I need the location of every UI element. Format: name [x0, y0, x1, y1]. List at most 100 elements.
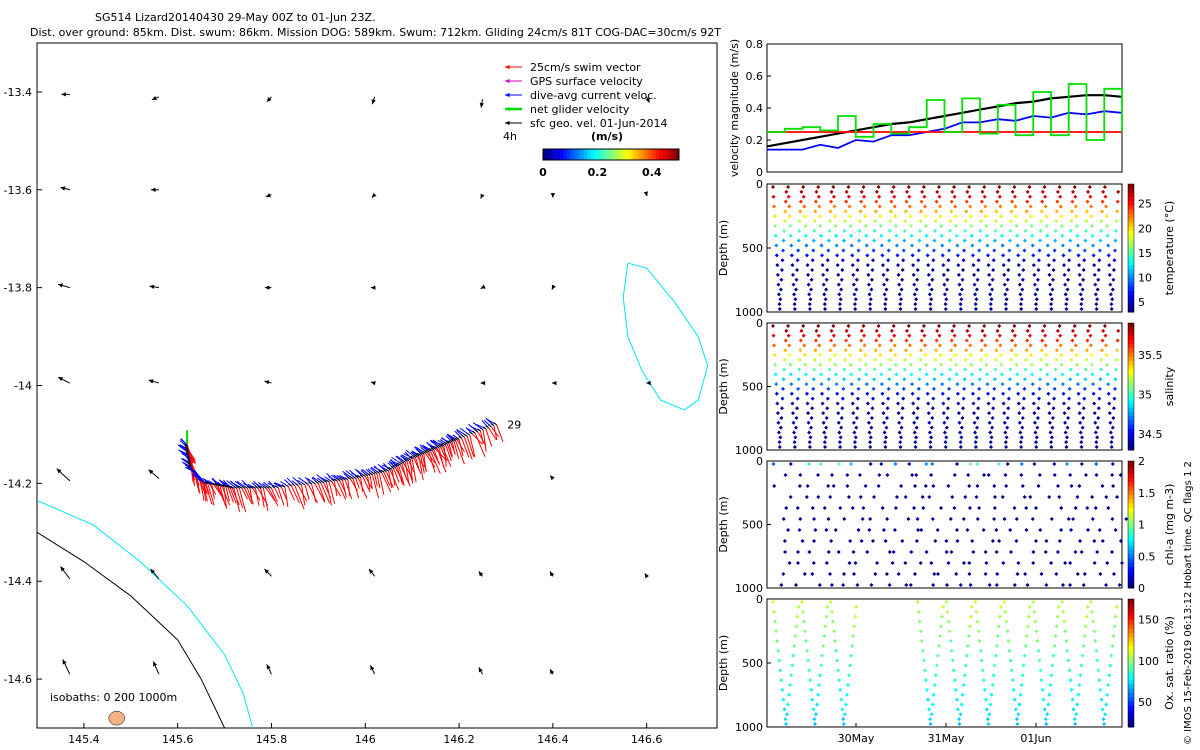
oxygen-panel-sample	[843, 702, 848, 707]
temperature-panel-sample	[1089, 224, 1094, 229]
salinity-panel-sample	[871, 396, 876, 401]
temperature-panel-sample	[807, 302, 812, 307]
salinity-panel-sample	[1105, 362, 1110, 367]
temperature-panel-sample	[1067, 248, 1072, 253]
temperature-panel-sample	[846, 185, 851, 189]
swim-vector	[389, 470, 400, 491]
salinity-panel-sample	[1083, 367, 1088, 372]
salinity-panel-sample	[781, 386, 786, 391]
temperature-panel-sample	[805, 263, 810, 268]
oxygen-panel-sample	[990, 682, 995, 687]
swim-vector	[393, 468, 400, 483]
temperature-panel-sample	[827, 219, 832, 224]
salinity-panel-colorbar-cell	[1128, 433, 1134, 438]
oxygen-panel-sample	[992, 663, 997, 668]
salinity-panel-sample	[1018, 430, 1023, 435]
temperature-panel-sample	[923, 214, 928, 219]
salinity-panel-sample	[844, 338, 849, 343]
temperature-panel-sample	[961, 258, 966, 263]
salinity-panel-sample	[1040, 338, 1045, 343]
salinity-panel-sample	[1025, 328, 1030, 333]
salinity-panel-sample	[779, 406, 784, 411]
salinity-panel-sample	[1061, 401, 1066, 406]
salinity-panel-sample	[975, 425, 980, 430]
salinity-panel-sample	[919, 348, 924, 353]
map-colorbar-cell	[573, 149, 578, 160]
salinity-panel-sample	[984, 362, 989, 367]
chla-panel-sample	[798, 473, 803, 477]
salinity-panel-sample	[782, 367, 787, 372]
oxygen-panel-sample	[801, 619, 806, 624]
oxygen-panel-sample	[936, 643, 941, 648]
temperature-panel-sample	[851, 272, 856, 277]
salinity-panel-sample	[939, 372, 944, 377]
map-colorbar-cell	[611, 149, 615, 160]
salinity-panel-colorbar-cell	[1128, 365, 1134, 371]
net-vector	[246, 485, 251, 489]
temperature-panel-sample	[914, 287, 919, 292]
salinity-panel-sample	[1064, 445, 1069, 449]
salinity-panel-sample	[874, 328, 879, 333]
chla-panel-sample	[987, 583, 992, 587]
oxygen-panel-sample	[836, 668, 841, 673]
temperature-panel-sample	[982, 185, 987, 189]
map-colorbar-cell	[560, 149, 564, 160]
salinity-panel-sample	[807, 440, 812, 445]
chla-panel-sample	[794, 583, 799, 587]
salinity-panel-sample	[1110, 425, 1115, 430]
salinity-panel-sample	[1052, 396, 1057, 401]
oxygen-panel-sample	[782, 707, 787, 712]
temperature-panel-sample	[793, 297, 798, 302]
swim-vector	[416, 456, 425, 468]
temperature-panel-sample	[1088, 194, 1093, 199]
oxygen-panel-sample	[1089, 600, 1094, 604]
chla-panel-sample	[1083, 473, 1088, 477]
net-vector	[331, 478, 335, 482]
oxygen-panel-sample	[927, 707, 932, 712]
salinity-panel-sample	[1075, 382, 1080, 387]
oxygen-panel-sample	[1063, 629, 1068, 634]
salinity-panel-sample	[865, 401, 870, 406]
temperature-panel-sample	[1021, 267, 1026, 272]
temperature-panel-sample	[1111, 267, 1116, 272]
salinity-panel-sample	[883, 445, 888, 449]
chla-panel-sample	[1023, 572, 1028, 576]
oxygen-panel-sample	[1109, 653, 1114, 658]
chla-panel-ylabel: Depth (m)	[717, 496, 730, 552]
salinity-panel-sample	[903, 357, 908, 362]
swim-vector	[425, 453, 436, 468]
temperature-panel-colorbar-cell	[1128, 230, 1134, 236]
salinity-panel-colorbar-cell	[1128, 386, 1134, 392]
net-vector	[390, 466, 395, 469]
temperature-panel-sample	[781, 238, 786, 243]
geo-vector-arrow-head	[371, 99, 376, 105]
oxygen-panel-colorbar-cell	[1128, 633, 1134, 638]
net-vector	[222, 484, 227, 488]
oxygen-panel-sample	[1095, 658, 1100, 663]
net-vector	[254, 485, 259, 489]
temperature-panel-sample	[963, 228, 968, 233]
geo-vector-arrow-head	[60, 566, 65, 572]
salinity-panel-sample	[976, 396, 981, 401]
temperature-panel-sample	[997, 185, 1002, 189]
salinity-panel-sample	[933, 357, 938, 362]
temperature-panel-sample	[848, 224, 853, 229]
temperature-panel-sample	[841, 248, 846, 253]
temperature-panel-sample	[1025, 199, 1030, 204]
temperature-panel-sample	[948, 228, 953, 233]
oxygen-panel-colorbar-cell	[1128, 675, 1134, 681]
temperature-panel-sample	[871, 258, 876, 263]
net-vector	[398, 461, 403, 465]
salinity-panel-sample	[912, 430, 917, 435]
chla-panel-sample	[900, 539, 905, 543]
salinity-panel-sample	[962, 377, 967, 382]
temperature-panel-sample	[898, 302, 903, 307]
temperature-panel-sample	[1034, 297, 1039, 302]
salinity-panel-sample	[989, 435, 994, 440]
salinity-panel-sample	[1044, 353, 1049, 358]
salinity-panel-sample	[896, 401, 901, 406]
temperature-panel-colorbar-cell	[1128, 213, 1134, 219]
salinity-panel-sample	[1060, 372, 1065, 377]
salinity-panel-sample	[886, 386, 891, 391]
temperature-panel-sample	[913, 307, 918, 311]
